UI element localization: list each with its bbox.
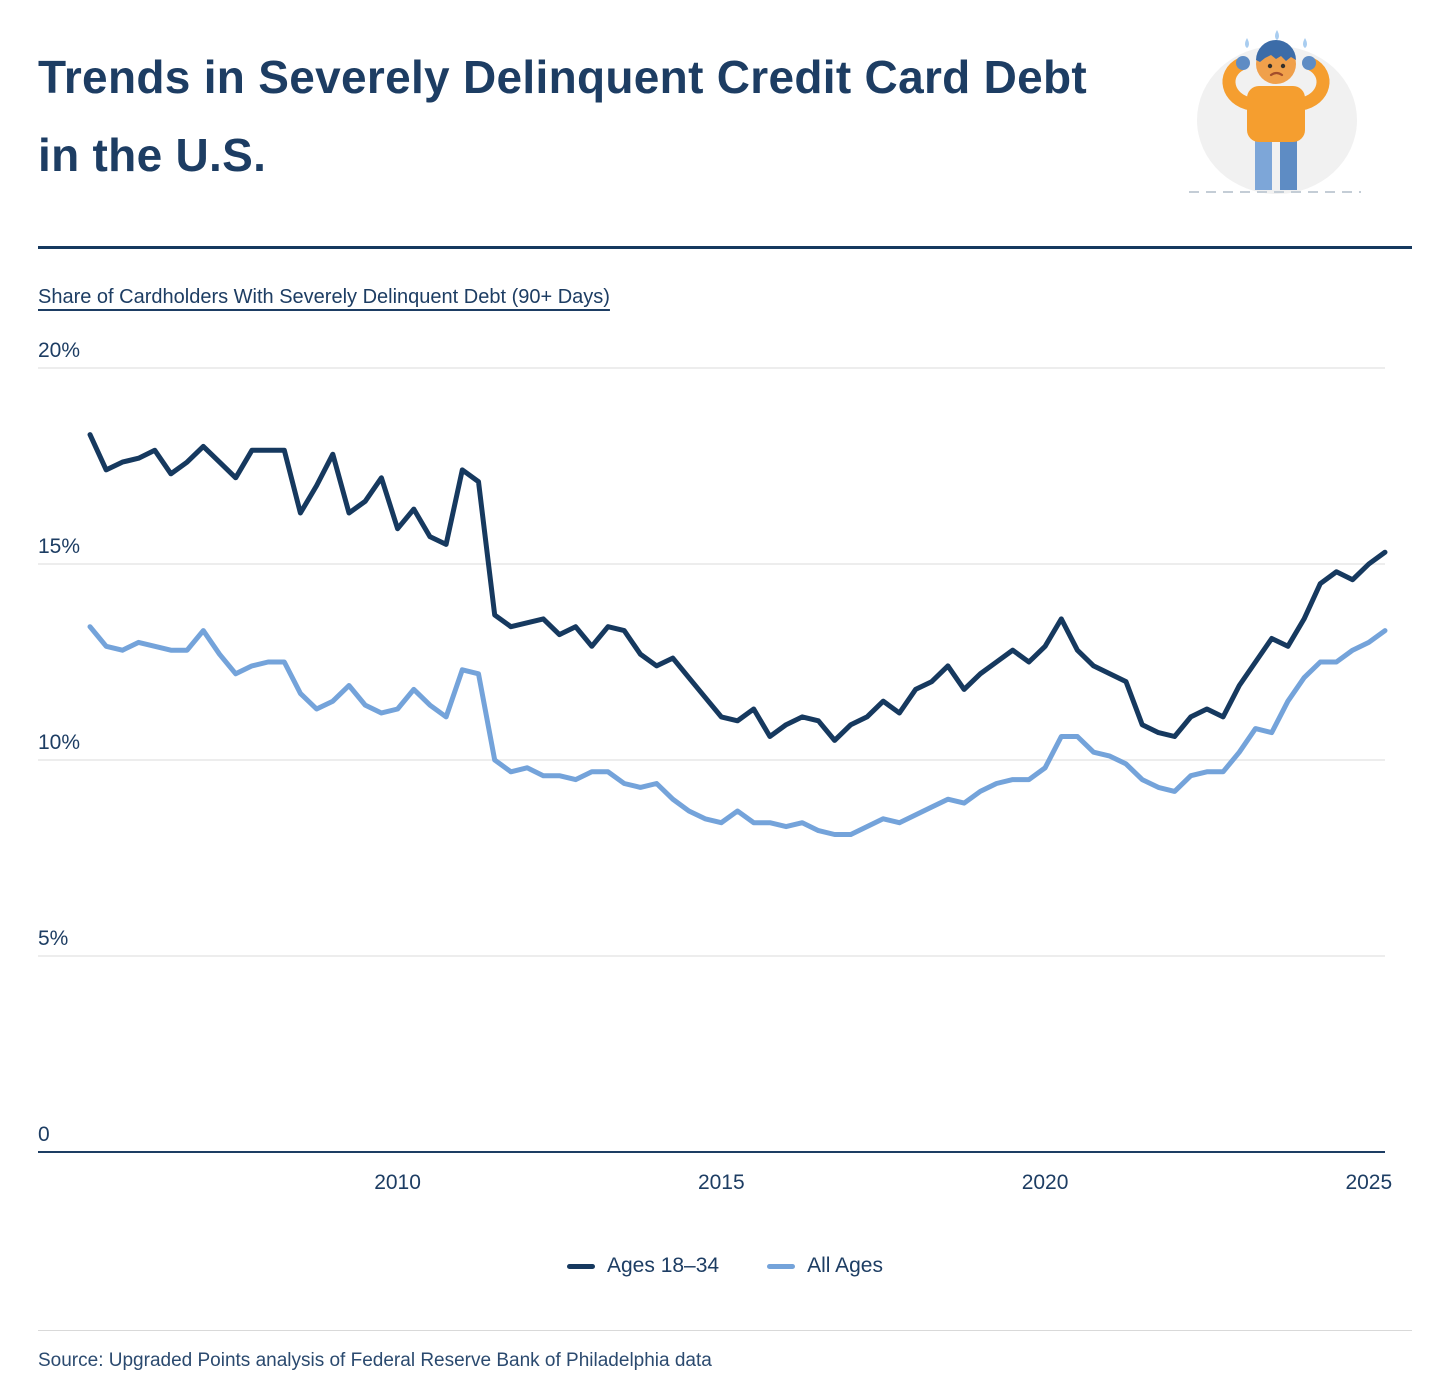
series-line-all-ages <box>87 624 1388 837</box>
legend-swatch-ages-18-34 <box>567 1263 595 1269</box>
x-tick-label: 2010 <box>374 1171 421 1194</box>
y-tick-label: 5% <box>38 927 68 950</box>
y-tick-label: 10% <box>38 731 80 754</box>
header-divider <box>38 246 1412 249</box>
y-tick-label: 0 <box>38 1123 50 1146</box>
y-tick-label: 20% <box>38 339 80 362</box>
legend-item-all-ages: All Ages <box>767 1254 883 1278</box>
legend-label-all-ages: All Ages <box>807 1254 883 1277</box>
x-tick-label: 2015 <box>698 1171 745 1194</box>
legend-item-ages-18-34: Ages 18–34 <box>567 1254 719 1278</box>
chart-area: 20% 15% 10% 5% 0 2010 2015 2020 2025 <box>0 330 1450 1210</box>
series-line-ages-18-34 <box>87 432 1388 743</box>
legend-swatch-all-ages <box>767 1263 796 1269</box>
source-attribution: Source: Upgraded Points analysis of Fede… <box>38 1350 712 1371</box>
chart-subtitle: Share of Cardholders With Severely Delin… <box>38 286 610 308</box>
legend-label-ages-18-34: Ages 18–34 <box>607 1254 720 1277</box>
line-chart: 20% 15% 10% 5% 0 2010 2015 2020 2025 <box>38 339 1392 1194</box>
stressed-person-illustration <box>1189 30 1361 194</box>
x-tick-label: 2020 <box>1022 1171 1069 1194</box>
footer-divider <box>38 1330 1412 1331</box>
x-tick-label: 2025 <box>1345 1171 1392 1194</box>
page-title: Trends in Severely Delinquent Credit Car… <box>38 51 1088 181</box>
legend: Ages 18–34 All Ages <box>0 1254 1450 1278</box>
y-tick-label: 15% <box>38 535 80 558</box>
